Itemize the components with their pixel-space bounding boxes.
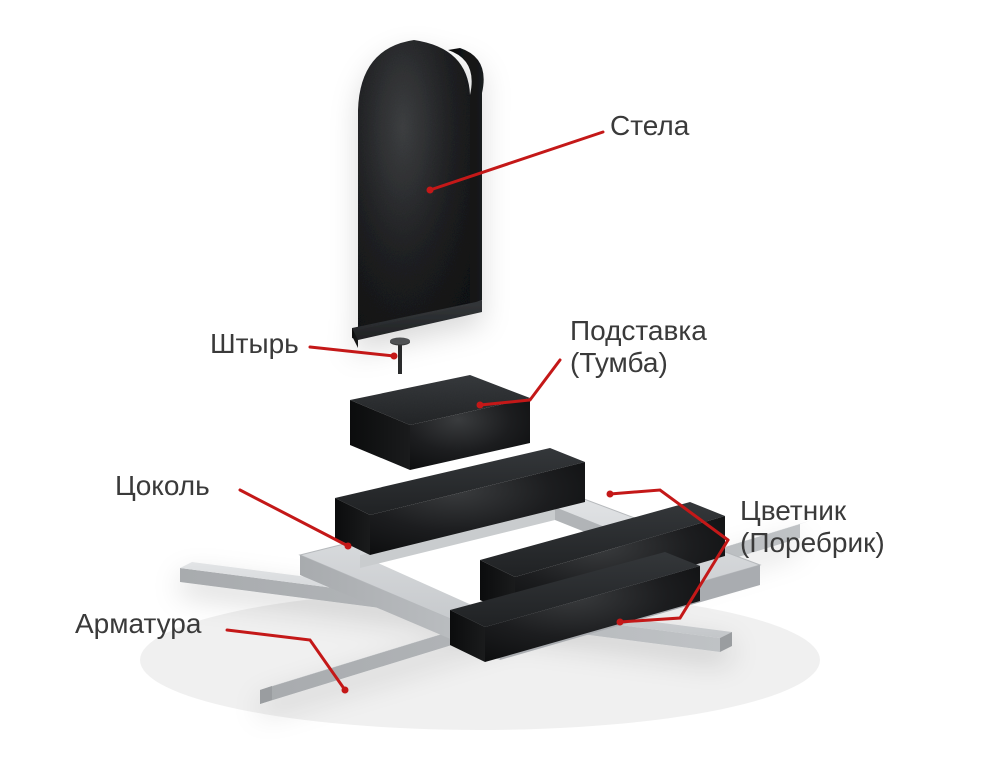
- label-stand-sub: (Тумба): [570, 347, 707, 379]
- diagram-stage: Стела Штырь Подставка (Тумба) Цоколь Цве…: [0, 0, 996, 768]
- assembly-svg: [0, 0, 996, 768]
- pedestal: [350, 375, 530, 470]
- label-flower-sub: (Поребрик): [740, 527, 885, 559]
- label-rebar: Арматура: [75, 608, 201, 640]
- label-flower: Цветник (Поребрик): [740, 495, 885, 559]
- stela: [352, 40, 484, 348]
- label-stela: Стела: [610, 110, 689, 142]
- label-flower-main: Цветник: [740, 495, 846, 526]
- label-stand: Подставка (Тумба): [570, 315, 707, 379]
- label-plinth: Цоколь: [115, 470, 210, 502]
- label-pin: Штырь: [210, 328, 299, 360]
- label-stand-main: Подставка: [570, 315, 707, 346]
